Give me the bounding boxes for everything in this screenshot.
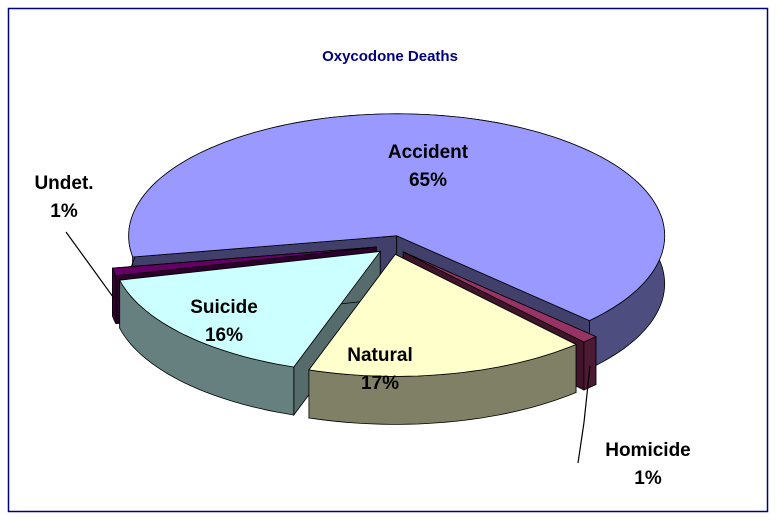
value-label: 16% (205, 325, 243, 346)
category-label: Suicide (190, 297, 258, 318)
category-label: Undet. (34, 173, 93, 194)
slice-top (119, 251, 382, 368)
leader-line (577, 365, 591, 464)
slice-top (111, 246, 377, 277)
category-label: Natural (347, 345, 412, 366)
value-label: 17% (361, 373, 399, 394)
value-label: 1% (50, 201, 78, 222)
value-label: 1% (634, 468, 662, 489)
leader-line (65, 231, 115, 299)
pie-slice (308, 253, 577, 425)
slice-top (128, 113, 666, 322)
slice-top (308, 253, 577, 377)
slice-side (583, 335, 597, 391)
value-label: 65% (409, 170, 447, 191)
slice-top (403, 251, 597, 343)
category-label: Homicide (605, 440, 691, 461)
category-label: Accident (388, 142, 469, 163)
chart-title: Oxycodone Deaths (322, 48, 458, 65)
